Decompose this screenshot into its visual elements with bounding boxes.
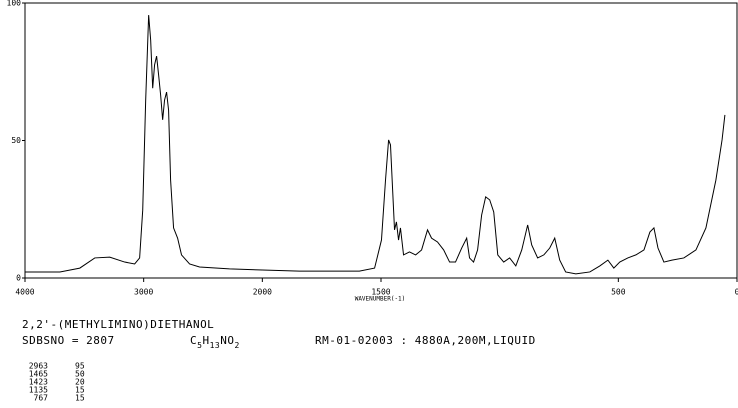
y-tick-label: 0 — [16, 274, 21, 283]
x-tick-label: 2000 — [253, 288, 272, 297]
peak-intensity: 50 — [75, 370, 85, 379]
formula: C5H13NO2 — [190, 334, 240, 350]
x-tick-label: 4000 — [15, 288, 34, 297]
x-tick-label: 1500 — [371, 288, 390, 297]
sdbs-number: SDBSNO = 2807 — [22, 334, 115, 347]
peak-intensity: 15 — [75, 386, 85, 395]
x-tick-label: 3000 — [134, 288, 153, 297]
y-tick-label: 50 — [11, 136, 21, 145]
peak-wavenumber: 2963 — [29, 362, 48, 371]
x-tick-label: 0 — [735, 288, 738, 297]
x-tick-label: 500 — [611, 288, 626, 297]
spectrum-line — [25, 15, 726, 275]
peak-wavenumber: 1135 — [29, 386, 48, 395]
peak-wavenumber: 1423 — [29, 378, 48, 387]
peak-intensity: 15 — [75, 394, 85, 403]
plot-frame — [24, 2, 738, 279]
compound-name: 2,2'-(METHYLIMINO)DIETHANOL — [22, 318, 214, 331]
peak-wavenumber: 1465 — [29, 370, 48, 379]
x-axis-label: WAVENUMBER(-1) — [355, 296, 406, 303]
peak-intensity: 20 — [75, 378, 85, 387]
peak-wavenumber: 767 — [34, 394, 49, 403]
peak-intensity: 95 — [75, 362, 85, 371]
y-tick-label: 100 — [7, 0, 22, 8]
measurement-info: RM-01-02003 : 4880A,200M,LIQUID — [315, 334, 536, 347]
